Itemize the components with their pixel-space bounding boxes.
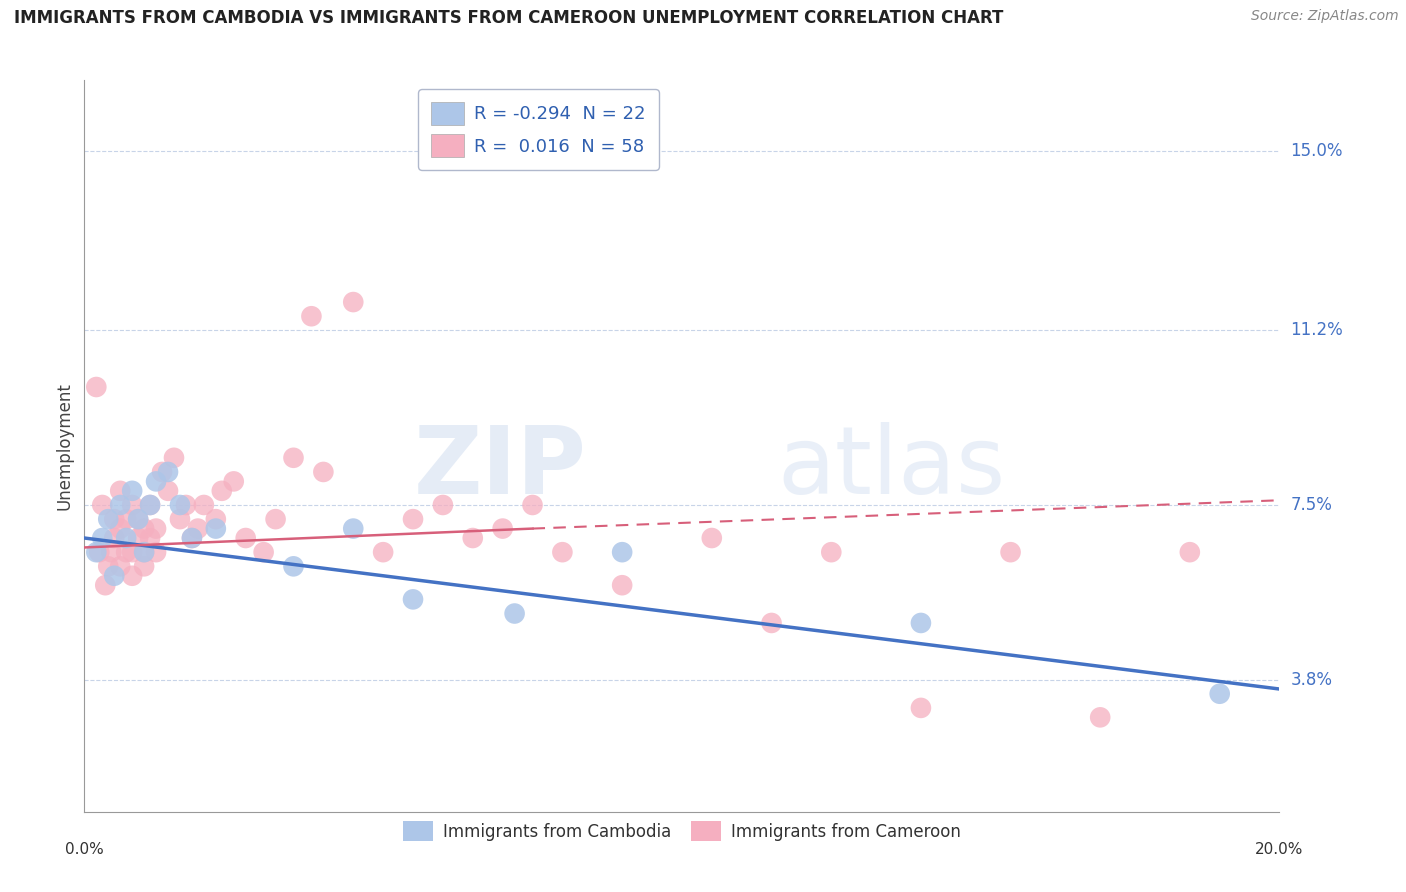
Point [283,450,305,465]
Point [1209,687,1232,701]
Point [103,568,125,582]
Point [86,380,108,394]
Point [100,545,122,559]
Point [169,512,191,526]
Point [115,512,138,526]
Point [139,498,162,512]
Point [205,522,228,536]
Point [222,475,245,489]
Point [132,522,156,536]
Point [211,483,233,498]
Point [342,522,364,536]
Point [145,545,167,559]
Point [402,592,425,607]
Point [169,498,191,512]
Text: ZIP: ZIP [413,422,586,514]
Point [163,450,186,465]
Point [94,578,117,592]
Point [132,559,156,574]
Point [253,545,276,559]
Text: IMMIGRANTS FROM CAMBODIA VS IMMIGRANTS FROM CAMEROON UNEMPLOYMENT CORRELATION CH: IMMIGRANTS FROM CAMBODIA VS IMMIGRANTS F… [14,9,1004,27]
Point [110,559,132,574]
Point [89,545,111,559]
Point [97,559,120,574]
Point [103,531,125,545]
Point [103,512,125,526]
Text: atlas: atlas [778,422,1005,514]
Point [110,483,132,498]
Point [127,531,149,545]
Text: Source: ZipAtlas.com: Source: ZipAtlas.com [1251,9,1399,23]
Point [820,545,842,559]
Point [461,531,484,545]
Point [1178,545,1201,559]
Point [132,545,156,559]
Point [612,545,634,559]
Point [187,522,209,536]
Point [121,498,143,512]
Point [132,545,156,559]
Point [910,701,932,715]
Point [145,475,167,489]
Point [1090,710,1112,724]
Point [700,531,723,545]
Point [612,578,634,592]
Point [115,531,138,545]
Point [910,615,932,630]
Point [97,512,120,526]
Point [1000,545,1022,559]
Y-axis label: Unemployment: Unemployment [55,382,73,510]
Point [91,498,114,512]
Point [150,465,173,479]
Point [157,483,180,498]
Point [110,498,132,512]
Point [91,531,114,545]
Point [174,498,197,512]
Point [522,498,544,512]
Point [157,465,180,479]
Legend: Immigrants from Cambodia, Immigrants from Cameroon: Immigrants from Cambodia, Immigrants fro… [396,814,967,847]
Point [761,615,783,630]
Point [342,295,364,310]
Point [551,545,574,559]
Point [127,512,149,526]
Point [121,483,143,498]
Point [312,465,335,479]
Point [110,522,132,536]
Point [235,531,257,545]
Point [127,512,149,526]
Point [121,545,143,559]
Text: 3.8%: 3.8% [1291,671,1333,689]
Point [86,545,108,559]
Text: 20.0%: 20.0% [1256,842,1303,857]
Point [139,498,162,512]
Text: 15.0%: 15.0% [1291,142,1343,160]
Point [139,531,162,545]
Point [503,607,526,621]
Point [301,310,323,324]
Point [145,522,167,536]
Point [115,545,138,559]
Point [181,531,204,545]
Point [181,531,204,545]
Point [402,512,425,526]
Point [432,498,454,512]
Text: 0.0%: 0.0% [65,842,104,857]
Point [193,498,215,512]
Point [283,559,305,574]
Point [492,522,515,536]
Point [205,512,228,526]
Text: 11.2%: 11.2% [1291,321,1343,339]
Text: 7.5%: 7.5% [1291,496,1333,514]
Point [264,512,287,526]
Point [373,545,395,559]
Point [121,568,143,582]
